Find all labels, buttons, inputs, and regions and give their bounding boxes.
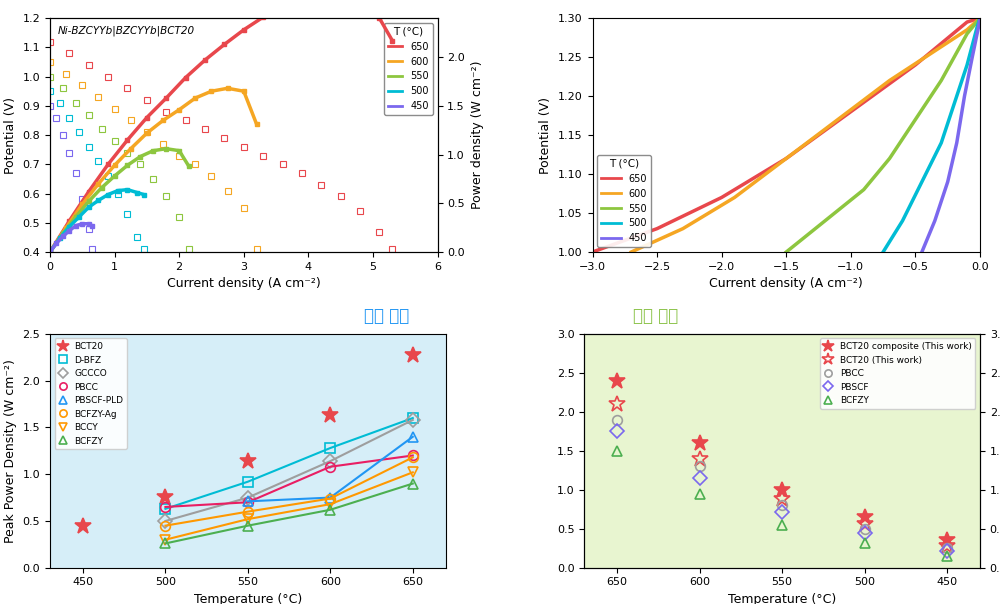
X-axis label: Temperature (°C): Temperature (°C) <box>194 593 302 604</box>
Y-axis label: Potential (V): Potential (V) <box>539 97 552 173</box>
X-axis label: Current density (A cm⁻²): Current density (A cm⁻²) <box>709 277 863 291</box>
Legend: BCT20 composite (This work), BCT20 (This work), PBCC, PBSCF, BCFZY: BCT20 composite (This work), BCT20 (This… <box>820 338 975 409</box>
X-axis label: Current density (A cm⁻²): Current density (A cm⁻²) <box>167 277 321 291</box>
Y-axis label: Potential (V): Potential (V) <box>4 97 17 173</box>
Legend: BCT20, D-BFZ, GCCCO, PBCC, PBSCF-PLD, BCFZY-Ag, BCCY, BCFZY: BCT20, D-BFZ, GCCCO, PBCC, PBSCF-PLD, BC… <box>55 338 127 449</box>
Text: 전력 변환: 전력 변환 <box>364 306 409 324</box>
X-axis label: Temperature (°C): Temperature (°C) <box>728 593 836 604</box>
Legend: 650, 600, 550, 500, 450: 650, 600, 550, 500, 450 <box>384 23 433 115</box>
Y-axis label: Power density (W cm⁻²): Power density (W cm⁻²) <box>471 61 484 210</box>
Legend: 650, 600, 550, 500, 450: 650, 600, 550, 500, 450 <box>597 155 651 247</box>
Text: Ni-BZCYYb|BZCYYb|BCT20: Ni-BZCYYb|BZCYYb|BCT20 <box>58 25 195 36</box>
Y-axis label: Peak Power Density (W cm⁻²): Peak Power Density (W cm⁻²) <box>4 359 17 543</box>
Text: 수소 생산: 수소 생산 <box>633 306 678 324</box>
